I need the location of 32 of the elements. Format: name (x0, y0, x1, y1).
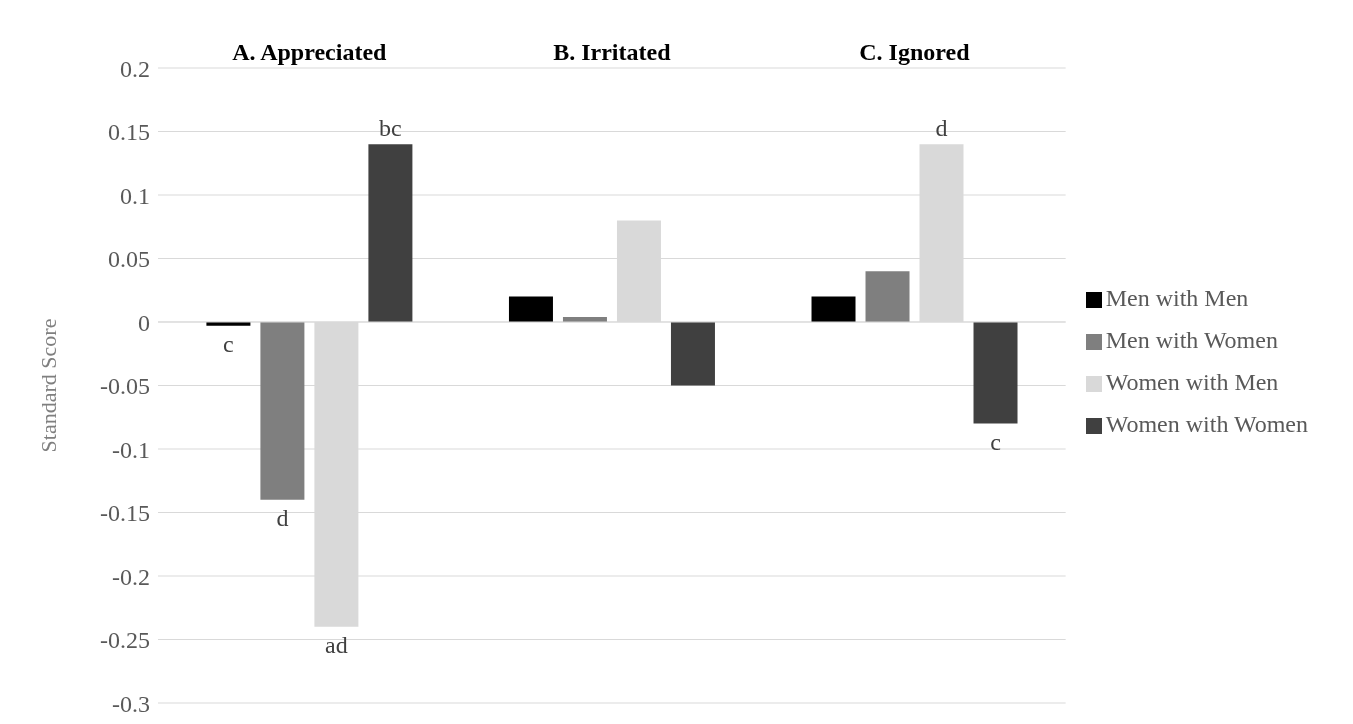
data-label: d (935, 115, 948, 142)
x-tick-label: A. Appreciated (232, 39, 388, 65)
legend-label: Men with Men (1105, 284, 1249, 311)
bar (508, 296, 553, 322)
y-tick-label: 0.1 (120, 182, 150, 209)
y-tick-label: -0.2 (112, 563, 150, 590)
legend-label: Men with Women (1105, 326, 1278, 353)
bar (865, 271, 910, 322)
legend-label: Women with Women (1105, 410, 1308, 437)
y-tick-label: -0.05 (100, 373, 150, 400)
bar (811, 296, 856, 322)
bar (368, 144, 413, 322)
data-label: d (276, 504, 289, 531)
y-tick-label: -0.1 (112, 436, 150, 463)
y-tick-label: 0.15 (108, 119, 150, 146)
data-label: c (223, 330, 234, 357)
y-tick-label: -0.15 (100, 500, 150, 527)
y-axis-title: Standard Score (35, 318, 61, 453)
y-tick-label: -0.25 (100, 627, 150, 654)
y-tick-label: 0.2 (120, 55, 150, 82)
data-label: bc (379, 115, 402, 142)
x-tick-label: C. Ignored (859, 39, 971, 65)
bar (670, 322, 715, 386)
legend-label: Women with Men (1105, 368, 1279, 395)
data-label: c (990, 428, 1001, 455)
bar (973, 322, 1018, 424)
x-tick-label: B. Irritated (553, 39, 672, 65)
data-label: ad (325, 631, 348, 658)
y-tick-label: -0.3 (112, 690, 150, 717)
y-tick-label: 0.05 (108, 246, 150, 273)
y-tick-label: 0 (138, 309, 150, 336)
bar (260, 322, 305, 500)
